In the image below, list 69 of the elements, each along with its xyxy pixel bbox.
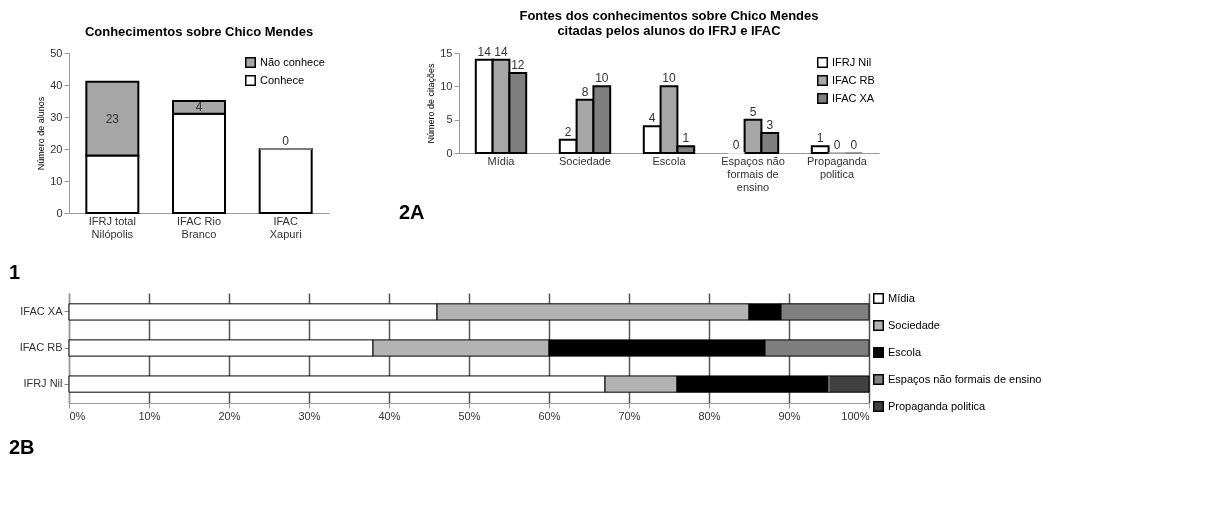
bar — [258, 148, 313, 214]
legend-label: Escola — [888, 345, 922, 358]
legend-label: IFAC XA — [832, 91, 875, 104]
x-tick-label: 90% — [778, 409, 801, 422]
y-tick-label: IFAC XA — [20, 304, 64, 317]
y-tick-label: 50 — [50, 46, 63, 59]
data-label: 10 — [595, 71, 609, 86]
y-tick-label: 10 — [50, 174, 63, 187]
x-tick-label: 50% — [458, 409, 481, 422]
x-tick-label: 20% — [218, 409, 241, 422]
x-tick-label: 30% — [298, 409, 321, 422]
x-tick-label: IFAC Rio Branco — [176, 214, 222, 240]
x-tick-label: 60% — [538, 409, 561, 422]
legend-label: Sociedade — [888, 318, 940, 331]
text: 2A — [399, 201, 425, 223]
y-tick-label: 30 — [50, 110, 63, 123]
text: 1 — [9, 261, 21, 283]
legend-label: Propaganda politica — [888, 399, 987, 412]
data-label: 23 — [105, 111, 120, 126]
x-tick-label: Espaços não formais de ensino — [721, 154, 785, 193]
data-label: 10 — [662, 71, 676, 86]
data-label: 2 — [564, 124, 572, 139]
y-tick-label: 20 — [50, 142, 63, 155]
legend-label: IFAC RB — [832, 73, 875, 86]
data-label: 4 — [195, 100, 203, 115]
legend-label: Conhece — [260, 73, 305, 86]
y-tick-label: IFRJ Nil — [23, 377, 63, 390]
x-tick-label: 0% — [69, 409, 86, 422]
x-tick-label: 70% — [618, 409, 641, 422]
x-tick-label: Mídia — [487, 154, 516, 167]
x-tick-label: IFAC Xapuri — [269, 214, 302, 240]
data-label: 3 — [766, 118, 774, 132]
legend-label: Não conhece — [260, 55, 325, 68]
data-label: 0 — [732, 138, 740, 152]
x-tick-label: Propaganda politica — [807, 154, 868, 180]
y-axis-title: Número de citações — [426, 62, 437, 144]
y-tick-label: 0 — [446, 146, 453, 159]
x-tick-label: 10% — [138, 409, 161, 422]
x-tick-label: 100% — [841, 409, 870, 422]
x-tick-label: Escola — [652, 154, 687, 167]
data-label: 14 — [477, 44, 492, 59]
x-tick-label: 40% — [378, 409, 401, 422]
bar — [810, 145, 830, 154]
data-label: 14 — [494, 44, 508, 59]
y-tick-label: 0 — [56, 206, 63, 219]
data-label: 0 — [282, 134, 290, 148]
legend-label: Espaços não formais de ensino — [888, 372, 1042, 385]
y-tick-label: 15 — [440, 46, 453, 59]
data-label: 4 — [648, 111, 656, 126]
x-tick-label: Sociedade — [559, 154, 611, 167]
data-label: 1 — [682, 131, 690, 146]
y-tick-label: 40 — [50, 78, 63, 91]
y-tick-label: 10 — [440, 79, 453, 92]
y-axis-title: Número de alunos — [36, 96, 47, 171]
legend-label: IFRJ Nil — [832, 55, 872, 68]
legend-label: Mídia — [888, 291, 916, 304]
data-label: 5 — [749, 104, 757, 119]
data-label: 1 — [816, 131, 824, 146]
y-tick-label: 5 — [446, 113, 453, 126]
data-label: 0 — [850, 138, 858, 152]
x-tick-label: 80% — [698, 409, 721, 422]
text: 2B — [9, 436, 35, 458]
data-label: 12 — [511, 58, 525, 72]
chart-title: Conhecimentos sobre Chico Mendes — [84, 24, 314, 39]
data-label: 0 — [833, 138, 841, 152]
data-label: 8 — [581, 84, 589, 99]
x-tick-label: IFRJ total Nilópolis — [88, 214, 136, 240]
chart-title: Fontes dos conhecimentos sobre Chico Mendes citadas pelos alunos do IFRJ e IFAC — [519, 7, 819, 38]
y-tick-label: IFAC RB — [19, 341, 63, 353]
